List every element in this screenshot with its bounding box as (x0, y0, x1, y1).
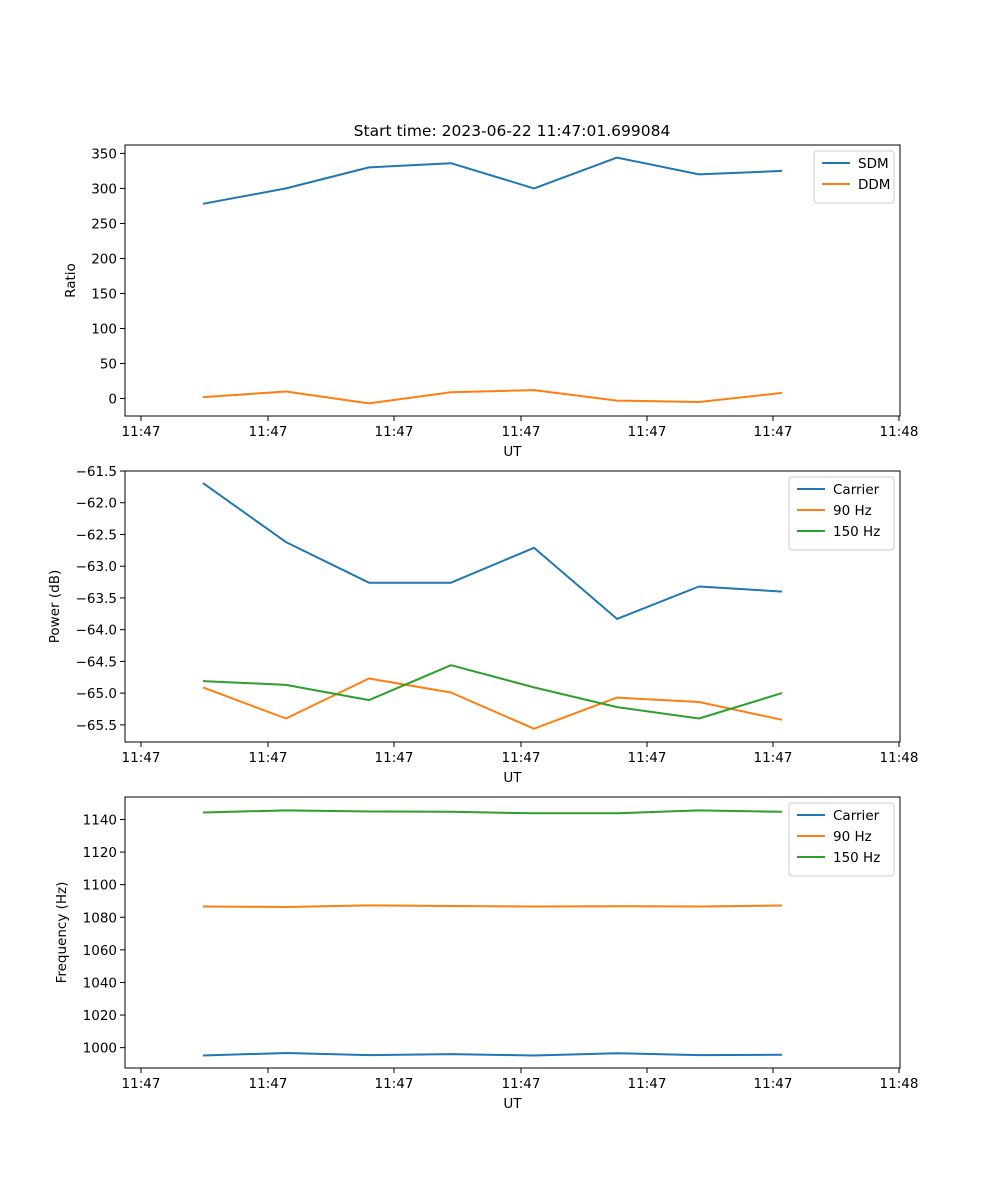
legend-label: 90 Hz (833, 503, 872, 519)
series-line-150-hz (202, 664, 783, 720)
subplot-ratio: 11:47 11:47 11:47 11:47 11:47 11:47 11:48 0 50 10… (63, 144, 919, 460)
x-tick-label: 11:47 (249, 424, 288, 440)
legend-label: Carrier (833, 482, 880, 498)
y-tick-label: 300 (91, 181, 117, 197)
axes-frame (124, 144, 901, 417)
legend-label: 150 Hz (833, 524, 880, 540)
y-tick-label: 1120 (83, 845, 117, 861)
x-tick-label: 11:47 (502, 1076, 541, 1092)
legend-label: 150 Hz (833, 850, 880, 866)
series-line-150-hz (202, 809, 783, 815)
series-line-carrier (202, 482, 783, 620)
x-tick-label: 11:47 (628, 424, 667, 440)
x-tick-label: 11:47 (375, 1076, 414, 1092)
y-tick-label: −63.5 (76, 591, 117, 607)
x-tick-label: 11:47 (754, 750, 793, 766)
x-tick-label: 11:47 (249, 1076, 288, 1092)
y-axis-label: Frequency (Hz) (54, 882, 70, 984)
y-axis-label: Power (dB) (47, 570, 63, 643)
x-tick-label: 11:47 (375, 424, 414, 440)
y-axis-label: Ratio (63, 263, 79, 298)
y-tick-label: 1140 (83, 812, 117, 828)
subplot-power: 11:47 11:47 11:47 11:47 11:47 11:47 11:48 −65.5… (47, 464, 918, 786)
series-line-sdm (202, 156, 783, 205)
x-tick-label: 11:48 (880, 424, 919, 440)
y-tick-label: 1040 (83, 975, 117, 991)
axes-frame (124, 796, 901, 1069)
y-tick-label: 100 (91, 321, 117, 337)
y-tick-label: −64.0 (76, 623, 117, 639)
x-axis-label: UT (503, 1096, 522, 1112)
figure-title: Start time: 2023-06-22 11:47:01.699084 (354, 122, 671, 140)
y-tick-label: 1100 (83, 878, 117, 894)
series-line-carrier (202, 1052, 783, 1057)
subplot-frequency: 11:47 11:47 11:47 11:47 11:47 11:47 11:48 1000 1… (54, 796, 919, 1112)
legend-label: DDM (858, 177, 890, 193)
y-tick-label: −64.5 (76, 654, 117, 670)
y-tick-label: −65.0 (76, 686, 117, 702)
x-tick-label: 11:47 (122, 750, 161, 766)
y-tick-label: 200 (91, 251, 117, 267)
y-tick-label: −62.0 (76, 496, 117, 512)
x-tick-label: 11:47 (249, 750, 288, 766)
series-line-90-hz (202, 677, 783, 730)
y-tick-label: 1020 (83, 1008, 117, 1024)
series-line-90-hz (202, 904, 783, 908)
legend-label: SDM (858, 156, 889, 172)
x-tick-label: 11:47 (375, 750, 414, 766)
x-tick-label: 11:47 (122, 1076, 161, 1092)
legend-label: Carrier (833, 808, 880, 824)
series-line-ddm (202, 389, 783, 405)
x-tick-label: 11:47 (754, 424, 793, 440)
x-axis-label: UT (503, 770, 522, 786)
x-tick-label: 11:47 (502, 424, 541, 440)
x-tick-label: 11:47 (122, 424, 161, 440)
y-tick-label: −65.5 (76, 718, 117, 734)
y-tick-label: −62.5 (76, 527, 117, 543)
axes-frame (124, 470, 901, 743)
y-tick-label: 350 (91, 146, 117, 162)
y-tick-label: 150 (91, 286, 117, 302)
legend-label: 90 Hz (833, 829, 872, 845)
y-tick-label: 1060 (83, 943, 117, 959)
y-tick-label: −63.0 (76, 559, 117, 575)
x-tick-label: 11:48 (880, 750, 919, 766)
x-tick-label: 11:47 (502, 750, 541, 766)
x-tick-label: 11:47 (628, 750, 667, 766)
y-tick-label: 1080 (83, 910, 117, 926)
y-tick-label: 1000 (83, 1041, 117, 1057)
x-tick-label: 11:47 (754, 1076, 793, 1092)
y-tick-label: −61.5 (76, 464, 117, 480)
y-tick-label: 50 (100, 356, 117, 372)
x-axis-label: UT (503, 444, 522, 460)
y-tick-label: 250 (91, 216, 117, 232)
x-tick-label: 11:48 (880, 1076, 919, 1092)
y-tick-label: 0 (108, 391, 117, 407)
x-tick-label: 11:47 (628, 1076, 667, 1092)
